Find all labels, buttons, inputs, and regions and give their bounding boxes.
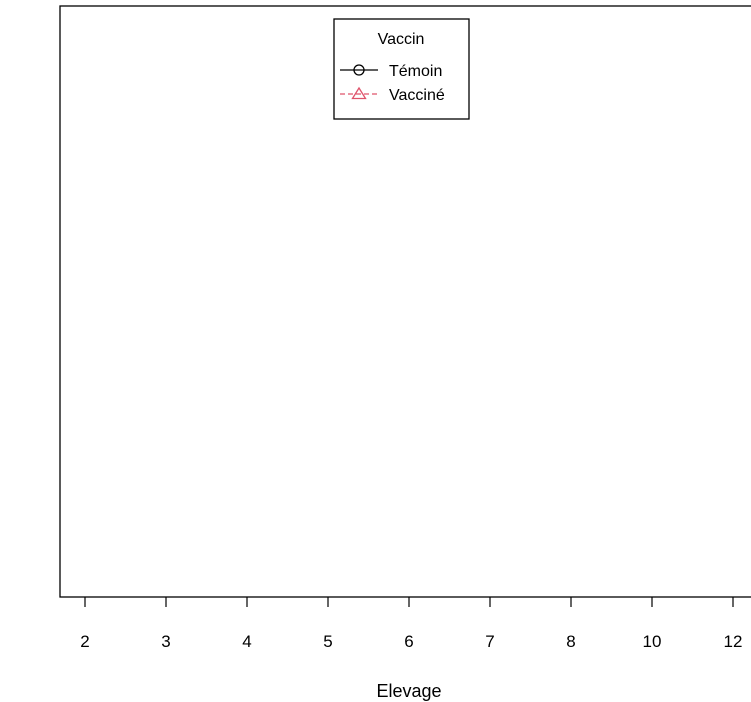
legend: Vaccin Témoin Vacciné	[333, 18, 470, 120]
x-tick-label: 4	[242, 632, 251, 651]
plot-frame	[59, 5, 751, 598]
legend-label: Vacciné	[389, 87, 445, 104]
x-tick-label: 2	[80, 632, 89, 651]
legend-box	[333, 18, 470, 120]
x-tick-label: 6	[404, 632, 413, 651]
x-tick-label: 12	[724, 632, 743, 651]
axes: 23456781012404550Elevage	[80, 597, 743, 701]
x-tick-label: 7	[485, 632, 494, 651]
legend-title: Vaccin	[378, 31, 425, 48]
plot-border	[59, 5, 751, 598]
legend-marker-triangle	[351, 86, 367, 100]
legend-marker-circle	[353, 64, 365, 76]
x-tick-label: 10	[643, 632, 662, 651]
x-tick-label: 3	[161, 632, 170, 651]
x-tick-label: 8	[566, 632, 575, 651]
x-axis-title: Elevage	[376, 681, 441, 701]
legend-label: Témoin	[389, 63, 442, 80]
x-tick-label: 5	[323, 632, 332, 651]
